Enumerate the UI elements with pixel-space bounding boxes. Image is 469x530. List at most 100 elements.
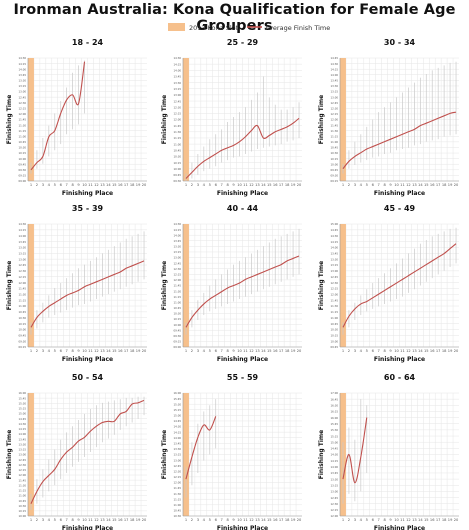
x-tick-label: 11 [88, 518, 93, 522]
y-axis-label: Finishing Time [318, 95, 325, 145]
y-tick-label: 13:00 [331, 269, 339, 273]
y-tick-label: 13:30 [19, 442, 27, 446]
x-tick-label: 13 [412, 349, 417, 353]
x-tick-label: 15 [424, 518, 429, 522]
y-tick-label: 13:45 [174, 442, 182, 446]
y-tick-label: 13:30 [174, 245, 182, 249]
y-tick-label: 13:00 [174, 256, 182, 260]
x-tick-label: 9 [232, 518, 235, 522]
x-axis-label: Finishing Place [374, 190, 425, 197]
y-tick-label: 12:30 [331, 281, 339, 285]
x-tick-label: 3 [197, 349, 199, 353]
y-tick-label: 11:15 [331, 134, 339, 138]
y-tick-label: 15:30 [174, 402, 182, 406]
y-tick-label: 10:45 [174, 148, 182, 152]
x-axis-label: Finishing Place [374, 356, 425, 363]
y-tick-label: 10:30 [19, 316, 27, 320]
y-tick-label: 11:45 [331, 298, 339, 302]
x-tick-label: 11 [400, 183, 405, 187]
x-tick-label: 14 [261, 183, 266, 187]
chart-55-59: 55 - 5910:3010:4511:0011:1511:3011:4512:… [161, 373, 302, 530]
x-tick-label: 14 [418, 518, 423, 522]
y-tick-label: 11:00 [331, 316, 339, 320]
y-tick-label: 16:00 [174, 391, 182, 395]
y-tick-label: 10:45 [174, 509, 182, 513]
x-tick-label: 1 [342, 183, 344, 187]
y-tick-label: 11:45 [331, 123, 339, 127]
x-tick-label: 7 [378, 183, 380, 187]
legend-slot-swatch [168, 23, 185, 31]
y-tick-label: 13:30 [331, 84, 339, 88]
y-tick-label: 12:00 [331, 292, 339, 296]
y-tick-label: 13:30 [174, 81, 182, 85]
x-tick-label: 13 [412, 183, 417, 187]
x-tick-label: 7 [221, 349, 223, 353]
y-tick-label: 10:30 [19, 504, 27, 508]
x-tick-label: 19 [291, 518, 296, 522]
y-tick-label: 10:15 [174, 317, 182, 321]
x-tick-label: 7 [378, 518, 380, 522]
x-tick-label: 19 [448, 349, 453, 353]
y-tick-label: 11:15 [19, 298, 27, 302]
y-tick-label: 12:00 [19, 281, 27, 285]
chart-title: 40 - 44 [227, 204, 259, 213]
y-tick-label: 14:00 [19, 67, 27, 71]
y-tick-label: 12:45 [174, 464, 182, 468]
y-tick-label: 14:00 [19, 432, 27, 436]
x-axis-label: Finishing Place [217, 356, 268, 363]
y-tick-label: 11:00 [174, 503, 182, 507]
y-tick-label: 09:30 [174, 334, 182, 338]
y-tick-label: 09:45 [19, 162, 27, 166]
y-tick-label: 12:45 [19, 263, 27, 267]
x-tick-label: 2 [191, 183, 193, 187]
x-tick-label: 16 [118, 349, 123, 353]
y-tick-label: 13:15 [174, 250, 182, 254]
x-tick-label: 10 [237, 518, 242, 522]
y-tick-label: 10:15 [19, 322, 27, 326]
x-tick-label: 2 [191, 349, 193, 353]
y-tick-label: 09:45 [174, 328, 182, 332]
chart-title: 25 - 29 [227, 38, 259, 47]
x-tick-label: 18 [442, 349, 447, 353]
x-tick-label: 8 [383, 183, 386, 187]
x-tick-label: 8 [226, 183, 229, 187]
y-tick-label: 13:45 [19, 437, 27, 441]
y-axis-label: Finishing Time [6, 261, 13, 311]
y-tick-label: 12:45 [331, 496, 339, 500]
y-tick-label: 14:00 [331, 465, 339, 469]
y-tick-label: 11:30 [174, 130, 182, 134]
x-tick-label: 20 [297, 518, 302, 522]
x-tick-label: 1 [185, 349, 187, 353]
y-tick-label: 10:15 [331, 333, 339, 337]
x-tick-label: 7 [221, 183, 223, 187]
x-tick-label: 19 [291, 349, 296, 353]
y-tick-label: 16:45 [331, 397, 339, 401]
average-finish-line [30, 399, 145, 504]
y-tick-label: 10:00 [331, 162, 339, 166]
y-tick-label: 15:45 [19, 396, 27, 400]
y-tick-label: 12:00 [174, 278, 182, 282]
y-tick-label: 12:00 [331, 514, 339, 518]
x-tick-label: 3 [197, 518, 199, 522]
y-tick-label: 15:15 [174, 408, 182, 412]
x-tick-label: 20 [297, 349, 302, 353]
x-tick-label: 18 [442, 518, 447, 522]
x-tick-label: 11 [243, 518, 248, 522]
y-tick-label: 15:30 [19, 401, 27, 405]
y-tick-label: 13:15 [331, 263, 339, 267]
x-tick-label: 14 [418, 183, 423, 187]
average-finish-line [185, 416, 217, 480]
x-tick-label: 10 [82, 349, 87, 353]
y-axis-label: Finishing Time [6, 95, 13, 145]
y-tick-label: 12:45 [331, 101, 339, 105]
y-tick-label: 09:30 [174, 179, 182, 183]
y-tick-label: 14:45 [174, 419, 182, 423]
y-tick-label: 14:00 [174, 69, 182, 73]
x-tick-label: 1 [185, 183, 187, 187]
x-tick-label: 17 [279, 349, 284, 353]
x-tick-label: 7 [66, 183, 68, 187]
y-tick-label: 12:00 [174, 118, 182, 122]
x-tick-label: 4 [360, 183, 363, 187]
y-tick-label: 13:15 [331, 90, 339, 94]
